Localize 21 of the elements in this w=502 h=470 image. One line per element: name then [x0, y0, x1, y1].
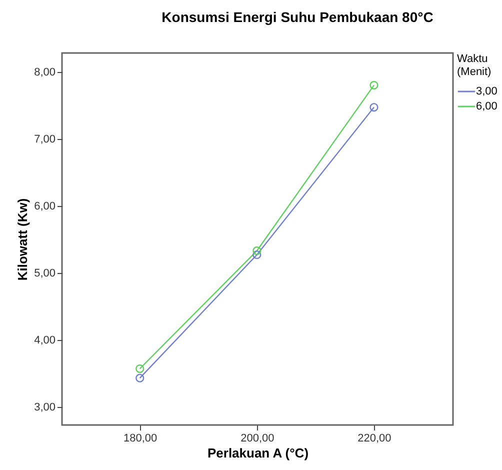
- legend-title: Waktu (Menit): [457, 53, 492, 78]
- x-axis-title: Perlakuan A (°C): [207, 446, 309, 460]
- point: [370, 80, 378, 90]
- point: [252, 246, 262, 256]
- point: [370, 102, 378, 112]
- x-tick-label: 180,00: [124, 432, 158, 444]
- point: [136, 364, 144, 373]
- x-tick-label: 200,00: [240, 432, 274, 444]
- y-tick-label: 7,00: [34, 133, 56, 146]
- y-tick-label: 8,00: [34, 66, 56, 78]
- legend-label: 6,00: [476, 100, 498, 112]
- legend-label: 3,00: [476, 86, 498, 98]
- y-tick-label: 5,00: [34, 267, 56, 280]
- y-tick-label: 4,00: [34, 334, 56, 346]
- point: [252, 250, 262, 260]
- point: [136, 374, 144, 382]
- y-tick-label: 3,00: [34, 401, 56, 414]
- x-tick-label: 220,00: [358, 432, 392, 444]
- chart-title: Konsumsi Energi Suhu Pembukaan 80°C: [162, 9, 434, 25]
- y-axis-title: Kilowatt (Kw): [15, 198, 30, 281]
- y-tick-label: 6,00: [34, 200, 56, 212]
